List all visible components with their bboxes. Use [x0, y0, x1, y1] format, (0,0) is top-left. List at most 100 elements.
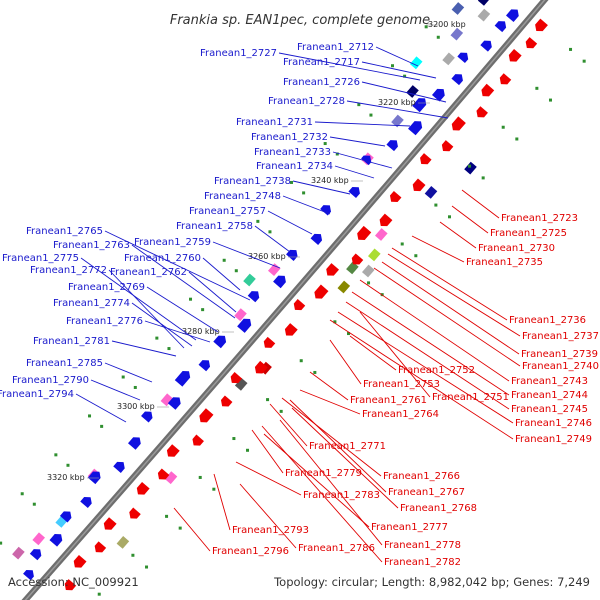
gc-marker	[434, 203, 438, 207]
gene-arrow	[286, 249, 298, 261]
plus-leader-line	[104, 362, 153, 383]
gene-arrow	[408, 121, 423, 136]
feature-block	[268, 263, 281, 276]
feature-block	[450, 27, 464, 41]
gene-arrow	[263, 336, 276, 348]
gene-arrow	[29, 549, 42, 561]
gene-arrow	[199, 408, 214, 423]
minus-gene-label: Franean1_2749	[515, 434, 592, 445]
plus-gene-label: Franean1_2734	[256, 161, 333, 172]
minus-gene-label: Franean1_2778	[384, 540, 461, 551]
minus-gene-label: Franean1_2793	[232, 525, 309, 536]
minus-leader-line	[373, 267, 521, 367]
gene-arrow	[505, 9, 519, 23]
gc-marker	[403, 74, 407, 78]
gene-arrow	[166, 444, 180, 457]
gene-arrow	[451, 116, 466, 131]
gc-marker	[167, 347, 171, 351]
plus-leader-line	[334, 165, 375, 179]
minus-gene-label: Franean1_2752	[398, 365, 475, 376]
plus-leader-line	[254, 225, 291, 253]
gc-marker	[121, 375, 125, 379]
minus-leader-line	[381, 261, 520, 355]
gene-arrow	[481, 83, 495, 97]
minus-gene-label: Franean1_2753	[363, 379, 440, 390]
feature-block	[424, 186, 438, 199]
plus-gene-label: Franean1_2763	[53, 240, 130, 251]
minus-gene-label: Franean1_2767	[388, 487, 465, 498]
plus-gene-label: Franean1_2774	[53, 298, 130, 309]
minus-leader-line	[289, 399, 387, 493]
feature-block	[442, 52, 455, 66]
gc-marker	[266, 398, 270, 402]
plus-leader-line	[188, 271, 237, 313]
gene-arrow	[103, 517, 117, 530]
minus-gene-label: Franean1_2771	[309, 441, 386, 452]
gene-arrow	[198, 360, 211, 372]
gene-arrows	[23, 9, 548, 591]
feature-block	[234, 308, 247, 322]
gene-arrow	[113, 461, 125, 473]
plus-gene-label: Franean1_2794	[0, 389, 74, 400]
minus-leader-line	[345, 301, 510, 410]
minus-leader-line	[261, 425, 383, 563]
minus-leader-line	[351, 291, 510, 396]
plus-leader-line	[144, 320, 211, 343]
backbone-highlight	[24, 0, 546, 600]
tick-label: 3200 kbp	[428, 20, 466, 29]
gc-marker	[501, 125, 505, 129]
plus-gene-label: Franean1_2728	[268, 96, 345, 107]
tick-label: 3220 kbp	[378, 98, 416, 107]
minus-leader-line	[359, 311, 431, 398]
minus-leader-line	[387, 253, 521, 337]
minus-gene-label: Franean1_2751	[432, 392, 509, 403]
gc-marker	[0, 541, 3, 545]
feature-block	[164, 471, 178, 485]
gene-arrow	[192, 434, 204, 446]
plus-gene-label: Franean1_2762	[110, 267, 187, 278]
minus-gene-label: Franean1_2786	[298, 543, 375, 554]
gc-marker	[20, 492, 24, 496]
gene-arrow	[431, 88, 445, 102]
gene-arrow	[412, 98, 427, 113]
minus-leader-line	[391, 247, 508, 321]
plus-leader-line	[267, 210, 313, 235]
plus-gene-label: Franean1_2733	[254, 147, 331, 158]
gc-marker	[133, 385, 137, 389]
plus-leader-line	[346, 100, 449, 119]
plus-gene-label: Franean1_2757	[189, 206, 266, 217]
feature-block	[12, 546, 25, 560]
feature-block	[406, 85, 419, 98]
minus-leader-line	[235, 461, 302, 496]
gene-arrow	[348, 186, 360, 199]
minus-gene-label: Franean1_2745	[511, 404, 588, 415]
gene-arrow	[237, 318, 252, 333]
gc-marker	[88, 414, 92, 418]
gc-marker	[582, 59, 586, 63]
minus-leader-line	[329, 319, 514, 440]
plus-gene-label: Franean1_2712	[297, 42, 374, 53]
minus-gene-label: Franean1_2730	[478, 243, 555, 254]
plus-gene-label: Franean1_2775	[2, 253, 79, 264]
minus-gene-label: Franean1_2740	[522, 361, 599, 372]
label-leaders	[75, 46, 521, 563]
gene-arrow	[508, 48, 522, 62]
gene-arrow	[320, 205, 332, 216]
minus-leader-line	[239, 483, 297, 549]
gc-marker	[189, 297, 193, 301]
minus-gene-label: Franean1_2735	[466, 257, 543, 268]
gc-marker	[347, 332, 351, 336]
backbone	[21, 0, 549, 600]
plus-gene-label: Franean1_2772	[30, 265, 107, 276]
plus-leader-line	[332, 151, 393, 169]
gc-marker	[97, 592, 101, 596]
gene-arrow	[361, 155, 372, 166]
plus-leader-line	[146, 286, 219, 333]
plus-leader-line	[375, 46, 419, 67]
gc-marker	[155, 336, 159, 340]
plus-leader-line	[131, 244, 236, 319]
gc-marker	[234, 269, 238, 273]
feature-block	[391, 114, 404, 128]
plus-gene-label: Franean1_2732	[251, 132, 328, 143]
